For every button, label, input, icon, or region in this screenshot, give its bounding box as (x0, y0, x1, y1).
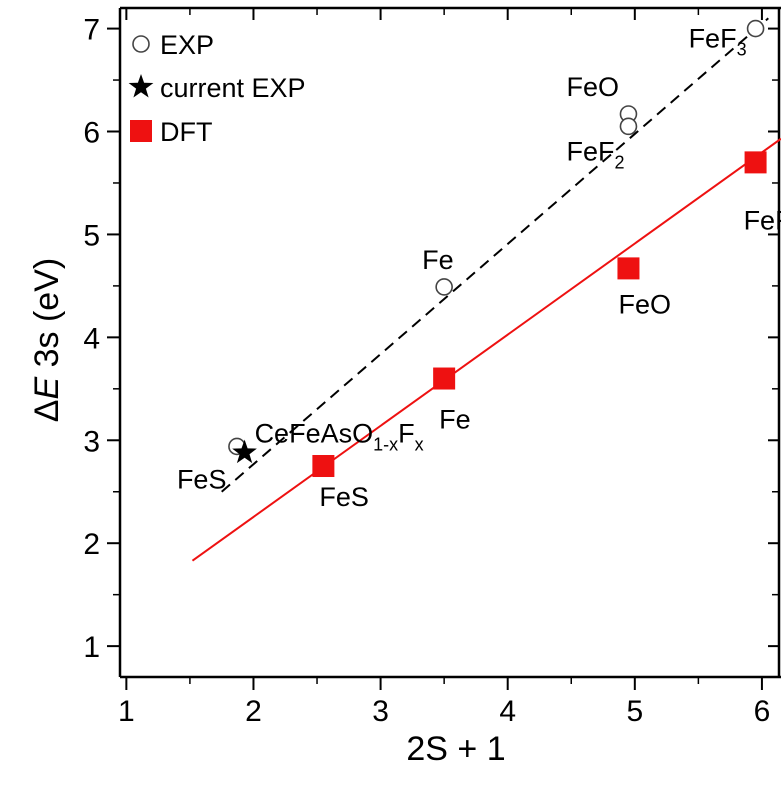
y-tick-label: 5 (83, 219, 100, 252)
x-tick-label: 6 (754, 695, 771, 728)
data-point-dft (433, 367, 456, 390)
fit-line-dft (191, 137, 781, 562)
point-label: Fe (422, 245, 454, 275)
data-point-dft (312, 455, 335, 478)
data-point-current-exp (232, 439, 257, 464)
data-point-dft (617, 257, 640, 280)
point-label: FeS (319, 482, 369, 512)
data-point-exp (619, 117, 638, 136)
point-label: Fe (439, 405, 471, 435)
plot-axes: 1 2 3 4 5 6 1 2 3 4 5 6 7 (83, 6, 781, 728)
y-axis-title: ΔE 3s (eV) (28, 258, 66, 422)
data-point-dft (744, 151, 767, 174)
point-label: FeF3 (744, 205, 781, 241)
y-tick-label: 7 (83, 14, 100, 47)
legend-marker (130, 120, 152, 142)
y-tick-label: 4 (83, 322, 100, 355)
x-tick-label: 3 (372, 695, 389, 728)
data-points (228, 19, 767, 478)
point-label: CeFeAsO1-xFx (255, 419, 424, 455)
y-tick-label: 6 (83, 117, 100, 150)
data-point-exp (435, 278, 453, 296)
axis-titles: 2S + 1 ΔE 3s (eV) (28, 258, 506, 768)
x-tick-label: 5 (626, 695, 643, 728)
x-axis-title: 2S + 1 (406, 730, 505, 768)
legend-label: DFT (160, 117, 212, 147)
x-tick-label: 4 (499, 695, 516, 728)
fit-lines (191, 17, 781, 562)
point-label: FeS (177, 464, 227, 494)
y-tick-label: 1 (83, 631, 100, 664)
legend-label: EXP (160, 30, 214, 60)
y-tick-label: 3 (83, 425, 100, 458)
x-tick-label: 1 (118, 695, 135, 728)
data-point-exp (746, 19, 765, 38)
point-label: FeO (618, 289, 671, 319)
y-tick-label: 2 (83, 528, 100, 561)
legend-label: current EXP (160, 73, 306, 103)
point-label: FeO (566, 72, 619, 102)
fit-line-exp (221, 17, 769, 493)
point-label: FeF2 (566, 136, 624, 172)
x-tick-label: 2 (245, 695, 262, 728)
legend-marker (128, 74, 154, 98)
point-label: FeF3 (689, 24, 747, 60)
point-labels: FeS Fe FeO FeF2 FeF3 CeFeAsO1-xFx FeS Fe FeO FeF3 (177, 24, 781, 512)
legend: EXP current EXP DFT (128, 30, 306, 147)
legend-marker (132, 35, 150, 53)
